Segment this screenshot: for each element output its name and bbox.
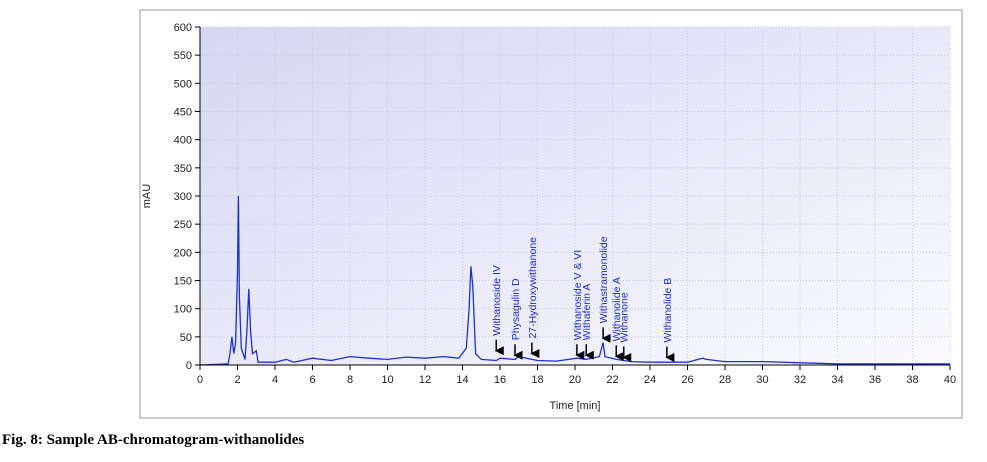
x-tick-label: 16 <box>494 374 506 386</box>
y-tick-label: 150 <box>174 276 192 288</box>
annotation-label: Withanone <box>619 292 631 342</box>
y-axis-label: mAU <box>141 184 153 209</box>
x-tick-label: 14 <box>456 374 468 386</box>
y-tick-label: 300 <box>174 191 192 203</box>
y-tick-label: 450 <box>174 107 192 119</box>
x-tick-label: 2 <box>234 374 240 386</box>
x-tick-label: 26 <box>681 374 693 386</box>
x-tick-label: 36 <box>869 374 881 386</box>
x-tick-label: 18 <box>531 374 543 386</box>
y-tick-label: 0 <box>186 360 192 372</box>
chromatogram-line <box>199 195 950 366</box>
y-tick-label: 350 <box>174 163 192 175</box>
annotation-label: Withastramonolide <box>598 236 610 323</box>
annotation-label: Withaferin A <box>581 284 593 341</box>
x-tick-label: 10 <box>381 374 393 386</box>
x-axis-label: Time [min] <box>550 400 601 412</box>
y-tick-label: 500 <box>174 78 192 90</box>
annotation-label: Withanoside V & VI <box>572 250 584 340</box>
caption: Fig. 8: Sample AB-chromatogram-withanoli… <box>2 432 304 448</box>
x-tick-label: 30 <box>756 374 768 386</box>
annotation-label: Physagulin D <box>510 278 522 340</box>
x-tick-label: 40 <box>944 374 956 386</box>
y-tick-label: 100 <box>174 304 192 316</box>
x-tick-label: 8 <box>347 374 353 386</box>
x-tick-label: 20 <box>569 374 581 386</box>
annotation-label: 27-Hydroxywithanone <box>527 237 539 339</box>
annotation-label: Withanoside IV <box>491 265 503 336</box>
y-tick-label: 400 <box>174 135 192 147</box>
x-tick-label: 38 <box>906 374 918 386</box>
x-tick-label: 24 <box>644 374 656 386</box>
annotation-label: Withanolide B <box>662 278 674 343</box>
x-tick-label: 4 <box>272 374 278 386</box>
x-tick-label: 0 <box>197 374 203 386</box>
x-tick-label: 6 <box>309 374 315 386</box>
x-tick-label: 34 <box>831 374 843 386</box>
y-tick-label: 250 <box>174 219 192 231</box>
annotation-label: Withanolide A <box>611 277 623 341</box>
y-tick-label: 50 <box>180 332 192 344</box>
x-tick-label: 28 <box>719 374 731 386</box>
x-tick-label: 22 <box>606 374 618 386</box>
y-tick-label: 200 <box>174 247 192 259</box>
y-tick-label: 550 <box>174 50 192 62</box>
x-tick-label: 32 <box>794 374 806 386</box>
y-tick-label: 600 <box>174 22 192 34</box>
x-tick-label: 12 <box>419 374 431 386</box>
